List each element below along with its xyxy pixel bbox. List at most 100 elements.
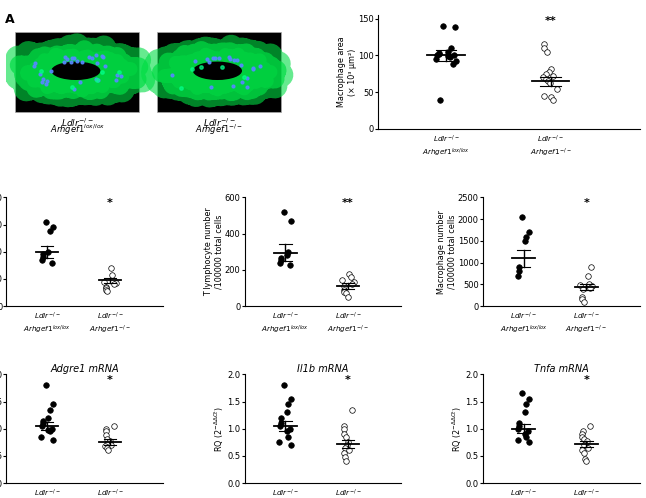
Point bbox=[578, 441, 589, 449]
Text: *: * bbox=[583, 198, 589, 208]
Point bbox=[37, 253, 48, 261]
Point bbox=[431, 55, 441, 63]
Point bbox=[339, 425, 349, 433]
Point bbox=[339, 430, 349, 438]
Point bbox=[283, 433, 293, 441]
Point bbox=[282, 251, 292, 259]
Point bbox=[114, 68, 124, 76]
Point bbox=[101, 431, 111, 439]
Point bbox=[116, 72, 126, 80]
Point bbox=[101, 283, 112, 291]
Point bbox=[187, 65, 197, 73]
Point bbox=[68, 54, 79, 62]
Point bbox=[247, 64, 258, 72]
Ellipse shape bbox=[193, 62, 242, 80]
Point bbox=[99, 277, 109, 285]
Point bbox=[37, 78, 47, 86]
Point bbox=[211, 54, 221, 62]
Point bbox=[339, 449, 349, 457]
Point bbox=[432, 51, 442, 59]
Text: A: A bbox=[5, 12, 15, 26]
Point bbox=[231, 56, 242, 64]
Y-axis label: RQ (2$^{-ΔΔCt}$): RQ (2$^{-ΔΔCt}$) bbox=[213, 406, 226, 452]
Point bbox=[42, 78, 52, 86]
Point bbox=[344, 270, 355, 278]
Point bbox=[283, 400, 293, 408]
Point bbox=[36, 67, 46, 75]
Point bbox=[577, 430, 587, 438]
Point bbox=[276, 414, 286, 422]
Point bbox=[435, 96, 445, 104]
Point bbox=[83, 53, 94, 61]
Point bbox=[110, 76, 121, 84]
Point bbox=[579, 298, 589, 306]
Point bbox=[339, 282, 349, 290]
Point bbox=[585, 422, 596, 430]
Point bbox=[339, 287, 349, 295]
Point bbox=[236, 78, 247, 86]
Point bbox=[34, 70, 45, 78]
Point bbox=[278, 208, 289, 216]
Point bbox=[214, 54, 224, 62]
Point bbox=[525, 438, 535, 446]
Title: Il1b mRNA: Il1b mRNA bbox=[297, 364, 349, 374]
Point bbox=[225, 55, 235, 63]
Point bbox=[92, 76, 102, 84]
Point bbox=[45, 427, 55, 435]
Point bbox=[59, 58, 69, 66]
Point bbox=[87, 54, 97, 62]
Point bbox=[109, 280, 120, 288]
Point bbox=[578, 427, 588, 435]
Point bbox=[45, 406, 56, 414]
Point bbox=[579, 455, 590, 463]
Point bbox=[514, 422, 525, 430]
Point bbox=[283, 248, 293, 255]
Point bbox=[67, 83, 77, 91]
Point bbox=[93, 76, 103, 84]
Point bbox=[583, 444, 593, 452]
Point bbox=[282, 427, 292, 435]
Point bbox=[275, 258, 285, 266]
Point bbox=[67, 58, 77, 66]
Point bbox=[577, 433, 587, 441]
Point bbox=[100, 62, 110, 70]
Point bbox=[29, 62, 39, 70]
Point bbox=[167, 71, 177, 79]
Point bbox=[450, 23, 461, 31]
Point bbox=[577, 447, 587, 455]
Y-axis label: RQ (2$^{-ΔΔCt}$): RQ (2$^{-ΔΔCt}$) bbox=[451, 406, 464, 452]
Point bbox=[238, 73, 249, 81]
Point bbox=[36, 422, 47, 430]
Point bbox=[62, 55, 72, 63]
Point bbox=[205, 83, 216, 91]
Point bbox=[276, 256, 286, 264]
Point bbox=[276, 419, 286, 427]
Point bbox=[101, 425, 112, 433]
Point bbox=[216, 63, 227, 71]
Point bbox=[524, 228, 534, 236]
Point bbox=[545, 79, 555, 87]
Point bbox=[278, 381, 289, 389]
Point bbox=[517, 389, 527, 397]
Point bbox=[512, 436, 523, 444]
Point bbox=[582, 271, 592, 279]
Bar bbox=[15, 32, 140, 112]
Point bbox=[282, 408, 292, 416]
Point bbox=[101, 286, 111, 294]
Point bbox=[513, 271, 523, 279]
Point bbox=[104, 438, 114, 446]
Point bbox=[285, 261, 295, 269]
Point bbox=[552, 85, 562, 93]
Point bbox=[105, 437, 116, 445]
Point bbox=[77, 58, 87, 66]
Point bbox=[337, 276, 348, 284]
Point bbox=[539, 92, 550, 100]
Point bbox=[96, 68, 107, 76]
Point bbox=[30, 59, 41, 67]
Point bbox=[580, 440, 590, 448]
Point bbox=[443, 48, 453, 56]
Point bbox=[339, 422, 349, 430]
Point bbox=[343, 438, 353, 446]
Point bbox=[433, 49, 444, 57]
Point bbox=[445, 53, 455, 61]
